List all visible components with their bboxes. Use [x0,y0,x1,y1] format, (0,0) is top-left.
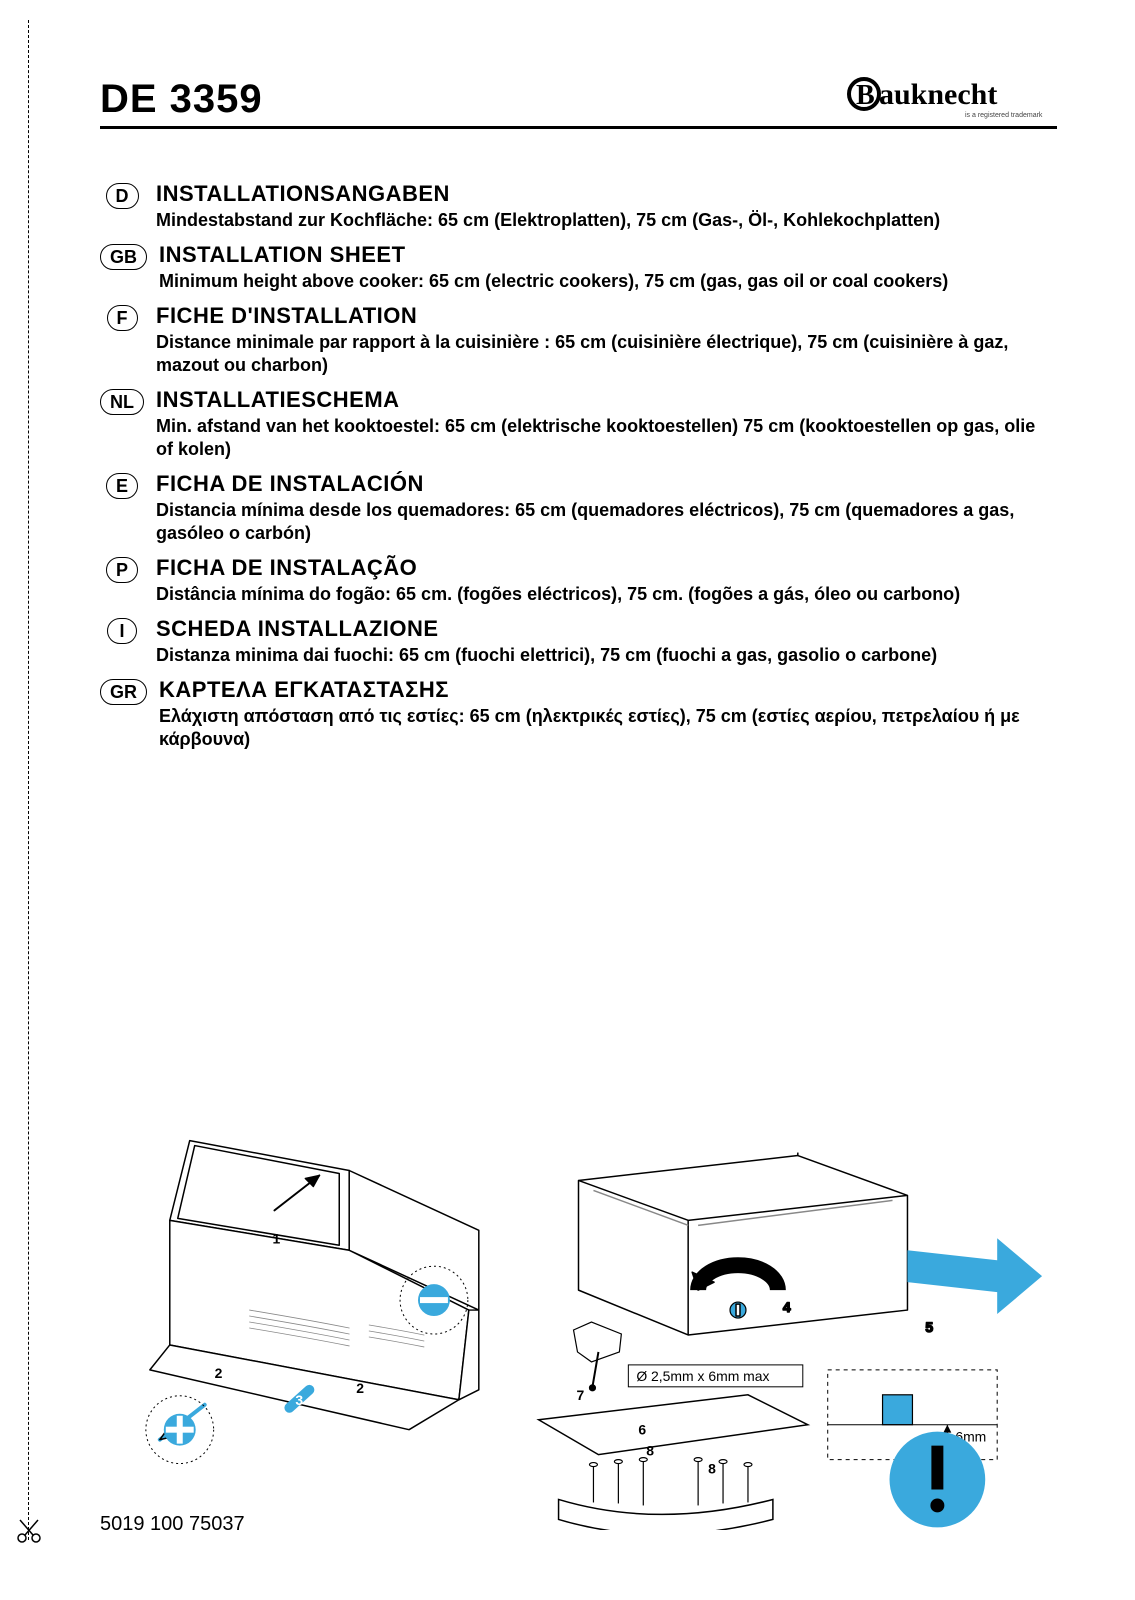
lang-code: I [107,618,137,644]
lang-body: Min. afstand van het kooktoestel: 65 cm … [156,415,1057,461]
language-sections: D INSTALLATIONSANGABENMindestabstand zur … [100,181,1057,751]
lang-text: FICHE D'INSTALLATIONDistance minimale pa… [156,303,1057,377]
svg-text:6: 6 [638,1422,646,1438]
lang-text: FICHA DE INSTALAÇÃODistância mínima do f… [156,555,1057,606]
lang-body: Distancia mínima desde los quemadores: 6… [156,499,1057,545]
lang-badge: GR [100,679,147,705]
lang-body: Distanza minima dai fuochi: 65 cm (fuoch… [156,644,1057,667]
brand-logo: B auknecht is a registered trademark [847,74,1057,122]
lang-text: SCHEDA INSTALLAZIONEDistanza minima dai … [156,616,1057,667]
lang-code: F [107,305,138,331]
svg-text:1: 1 [272,1230,280,1246]
lang-block: GR ΚΑΡΤΕΛΑ ΕΓΚΑΤΑΣΤΑΣΗΣΕλάχιστη απόσταση … [100,677,1057,751]
lang-block: D INSTALLATIONSANGABENMindestabstand zur … [100,181,1057,232]
lang-code: NL [100,389,144,415]
lang-badge: GB [100,244,147,270]
lang-title: INSTALLATION SHEET [159,242,1057,268]
lang-code: P [106,557,138,583]
lang-title: INSTALLATIESCHEMA [156,387,1057,413]
lang-text: ΚΑΡΤΕΛΑ ΕΓΚΑΤΑΣΤΑΣΗΣΕλάχιστη απόσταση απ… [159,677,1057,751]
lang-title: FICHA DE INSTALAÇÃO [156,555,1057,581]
lang-body: Minimum height above cooker: 65 cm (elec… [159,270,1057,293]
lang-body: Mindestabstand zur Kochfläche: 65 cm (El… [156,209,1057,232]
lang-block: F FICHE D'INSTALLATIONDistance minimale p… [100,303,1057,377]
scissors-icon [14,1516,44,1546]
lang-badge: I [100,618,144,644]
lang-text: INSTALLATIESCHEMAMin. afstand van het ko… [156,387,1057,461]
svg-text:8: 8 [646,1443,654,1459]
cut-line [28,20,29,1540]
lang-title: FICHE D'INSTALLATION [156,303,1057,329]
lang-block: GB INSTALLATION SHEETMinimum height above… [100,242,1057,293]
svg-text:2: 2 [356,1380,364,1396]
brand-tagline: is a registered trademark [965,112,1043,119]
lang-badge: E [100,473,144,499]
lang-code: GB [100,244,147,270]
lang-title: ΚΑΡΤΕΛΑ ΕΓΚΑΤΑΣΤΑΣΗΣ [159,677,1057,703]
lang-title: INSTALLATIONSANGABEN [156,181,1057,207]
lang-block: NL INSTALLATIESCHEMAMin. afstand van het … [100,387,1057,461]
lang-title: SCHEDA INSTALLAZIONE [156,616,1057,642]
brand-text: auknecht [879,78,997,111]
svg-text:3: 3 [295,1392,303,1408]
svg-text:7: 7 [577,1387,585,1403]
installation-diagram: 1 2 2 3 4 5 [100,1130,1057,1530]
lang-code: E [106,473,138,499]
lang-badge: P [100,557,144,583]
lang-badge: NL [100,389,144,415]
model-number: DE 3359 [100,77,263,122]
svg-text:Ø 2,5mm x 6mm max: Ø 2,5mm x 6mm max [636,1368,769,1384]
lang-text: INSTALLATION SHEETMinimum height above c… [159,242,1057,293]
lang-body: Distância mínima do fogão: 65 cm. (fogõe… [156,583,1057,606]
lang-badge: D [100,183,144,209]
lang-title: FICHA DE INSTALACIÓN [156,471,1057,497]
svg-text:B: B [856,80,875,111]
lang-code: D [106,183,139,209]
lang-body: Distance minimale par rapport à la cuisi… [156,331,1057,377]
lang-block: E FICHA DE INSTALACIÓNDistancia mínima de… [100,471,1057,545]
lang-body: Ελάχιστη απόσταση από τις εστίες: 65 cm … [159,705,1057,751]
lang-badge: F [100,305,144,331]
svg-text:4: 4 [783,1299,791,1315]
lang-block: I SCHEDA INSTALLAZIONEDistanza minima dai… [100,616,1057,667]
svg-text:5: 5 [925,1319,933,1335]
lang-text: FICHA DE INSTALACIÓNDistancia mínima des… [156,471,1057,545]
header: DE 3359 B auknecht is a registered trade… [100,74,1057,129]
svg-text:8: 8 [708,1461,716,1477]
part-number: 5019 100 75037 [100,1513,245,1536]
lang-code: GR [100,679,147,705]
svg-text:2: 2 [215,1365,223,1381]
lang-block: P FICHA DE INSTALAÇÃODistância mínima do … [100,555,1057,606]
lang-text: INSTALLATIONSANGABENMindestabstand zur K… [156,181,1057,232]
